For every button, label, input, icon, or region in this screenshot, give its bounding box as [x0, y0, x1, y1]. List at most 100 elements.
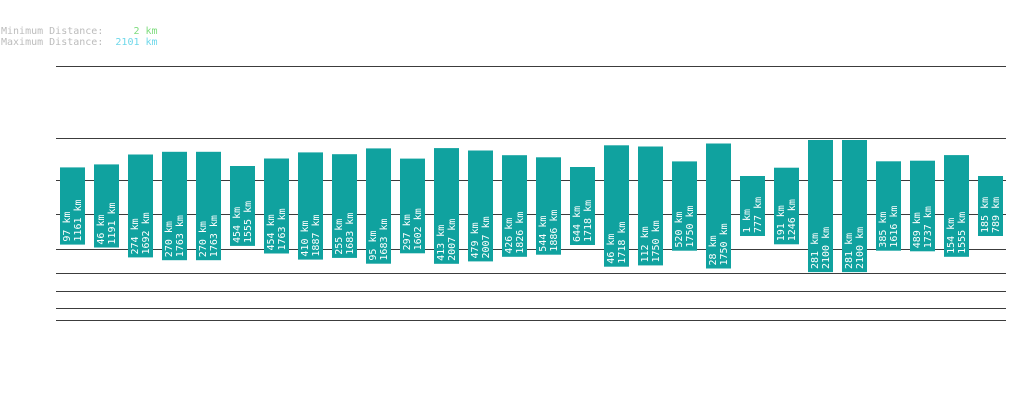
bar-rect-6 [264, 158, 289, 254]
bar-high-label-12: 2007 km [481, 216, 492, 258]
bar-high-label-3: 1763 km [175, 215, 186, 257]
bar-high-label-5: 1555 km [243, 201, 254, 243]
bar-high-label-16: 1718 km [617, 222, 628, 264]
bar-low-label-20: 1 km [742, 209, 753, 233]
bar-1: 46 km 1191 km [94, 164, 119, 248]
bar-low-label-0: 97 km [62, 211, 73, 241]
bar-15: 644 km 1718 km [570, 167, 595, 245]
bar-low-label-18: 520 km [674, 211, 685, 247]
bar-23: 281 km 2100 km [842, 140, 867, 273]
bar-rect-27 [978, 176, 1003, 236]
bar-11: 413 km 2007 km [434, 148, 459, 264]
bar-high-label-18: 1750 km [685, 205, 696, 247]
bar-rect-11 [434, 148, 459, 264]
bar-low-label-8: 255 km [334, 219, 345, 255]
bar-0: 97 km 1161 km [60, 167, 85, 245]
bar-6: 454 km 1763 km [264, 158, 289, 254]
bar-25: 489 km 1737 km [910, 160, 935, 252]
bar-low-label-27: 185 km [980, 197, 991, 233]
bar-rect-16 [604, 145, 629, 267]
bar-high-label-10: 1602 km [413, 208, 424, 250]
bars: 97 km 1161 km 46 km 1191 km 274 km 1692 km 270… [60, 140, 1003, 273]
bar-rect-13 [502, 155, 527, 257]
bar-rect-21 [774, 167, 799, 245]
maximum-distance-label: Maximum Distance: [1, 37, 104, 48]
bar-10: 297 km 1602 km [400, 158, 425, 254]
bar-low-label-9: 95 km [368, 230, 379, 260]
bar-16: 46 km 1718 km [604, 145, 629, 267]
bar-rect-19 [706, 143, 731, 269]
bar-high-label-25: 1737 km [923, 206, 934, 248]
bar-20: 1 km 777 km [740, 176, 765, 236]
bar-rect-18 [672, 161, 697, 251]
bar-rect-3 [162, 151, 187, 261]
bar-high-label-21: 1246 km [787, 199, 798, 241]
bar-3: 270 km 1763 km [162, 151, 187, 261]
bar-high-label-6: 1763 km [277, 208, 288, 250]
bar-high-label-27: 789 km [991, 197, 1002, 233]
bar-13: 426 km 1826 km [502, 155, 527, 257]
bar-low-label-2: 274 km [130, 218, 141, 254]
bar-21: 191 km 1246 km [774, 167, 799, 245]
bar-high-label-8: 1683 km [345, 213, 356, 255]
bar-low-label-11: 413 km [436, 225, 447, 261]
bar-low-label-16: 46 km [606, 234, 617, 264]
bar-rect-1 [94, 164, 119, 248]
bar-low-label-4: 270 km [198, 221, 209, 257]
bar-low-label-22: 281 km [810, 233, 821, 269]
bar-rect-12 [468, 150, 493, 262]
bar-4: 270 km 1763 km [196, 151, 221, 261]
bar-rect-17 [638, 146, 663, 266]
bar-high-label-0: 1161 km [73, 199, 84, 241]
bar-low-label-6: 454 km [266, 214, 277, 250]
bar-rect-24 [876, 161, 901, 251]
bar-low-label-3: 270 km [164, 221, 175, 257]
bar-low-label-5: 454 km [232, 207, 243, 243]
bar-low-label-7: 410 km [300, 220, 311, 256]
bar-rect-7 [298, 152, 323, 260]
bar-high-label-14: 1886 km [549, 210, 560, 252]
bar-rect-23 [842, 140, 867, 273]
bar-low-label-26: 154 km [946, 218, 957, 254]
distance-summary: Minimum Distance: 2 km Maximum Distance:… [1, 26, 158, 48]
bar-rect-15 [570, 167, 595, 245]
bar-rect-0 [60, 167, 85, 245]
bar-17: 112 km 1750 km [638, 146, 663, 266]
bar-18: 520 km 1750 km [672, 161, 697, 251]
bar-5: 454 km 1555 km [230, 166, 255, 246]
bar-rect-14 [536, 157, 561, 255]
bar-high-label-26: 1555 km [957, 212, 968, 254]
bar-high-label-1: 1191 km [107, 202, 118, 244]
bar-low-label-12: 479 km [470, 222, 481, 258]
bar-high-label-9: 1683 km [379, 218, 390, 260]
bar-high-label-15: 1718 km [583, 200, 594, 242]
bar-low-label-21: 191 km [776, 205, 787, 241]
bar-rect-2 [128, 154, 153, 258]
bar-low-label-25: 489 km [912, 212, 923, 248]
bar-12: 479 km 2007 km [468, 150, 493, 262]
bar-low-label-10: 297 km [402, 214, 413, 250]
bar-rect-4 [196, 151, 221, 261]
bar-2: 274 km 1692 km [128, 154, 153, 258]
bar-low-label-15: 644 km [572, 206, 583, 242]
bar-rect-26 [944, 155, 969, 257]
bar-high-label-17: 1750 km [651, 220, 662, 262]
minimum-distance-value: 2 km [133, 26, 158, 37]
bar-rect-25 [910, 160, 935, 252]
minimum-distance-label: Minimum Distance: [1, 26, 104, 37]
bar-high-label-23: 2100 km [855, 227, 866, 269]
bar-rect-20 [740, 176, 765, 236]
bar-rect-5 [230, 166, 255, 246]
bar-high-label-2: 1692 km [141, 212, 152, 254]
bar-low-label-1: 46 km [96, 214, 107, 244]
bar-low-label-14: 544 km [538, 216, 549, 252]
bar-high-label-7: 1887 km [311, 214, 322, 256]
bar-22: 281 km 2100 km [808, 140, 833, 273]
bar-9: 95 km 1683 km [366, 148, 391, 264]
bar-19: 28 km 1750 km [706, 143, 731, 269]
bar-high-label-19: 1750 km [719, 223, 730, 265]
bar-rect-9 [366, 148, 391, 264]
bar-high-label-11: 2007 km [447, 219, 458, 261]
bar-high-label-13: 1826 km [515, 212, 526, 254]
bar-27: 185 km 789 km [978, 176, 1003, 236]
